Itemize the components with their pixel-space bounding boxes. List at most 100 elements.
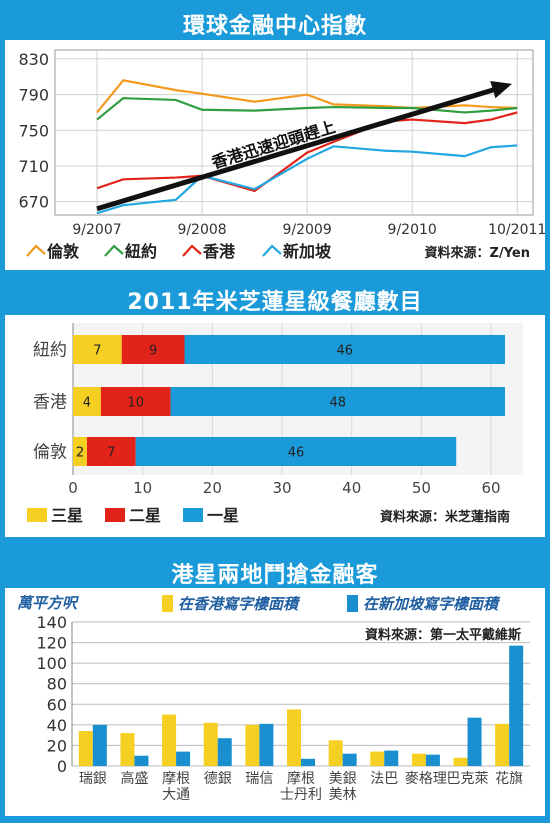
chart3-y-label: 萬平方呎: [17, 594, 79, 612]
bar-two_star: [86, 437, 136, 466]
bar-value-label: 48: [330, 396, 347, 411]
bar-bar_sg: [342, 753, 357, 766]
chart3-category-label: 瑞信: [245, 771, 273, 787]
chart1-y-tick: 710: [18, 157, 49, 176]
chart1-svg: 670 710 750 790 830 9/2007 9/2008 9/2009 9/2010 1…: [18, 49, 546, 261]
chart1-trend-arrow-head: [490, 81, 512, 99]
chart3-category-label: 摩根: [162, 770, 190, 787]
bar-bar_sg: [384, 750, 399, 766]
chart1-y-tick: 790: [18, 86, 49, 105]
bar-bar_sg: [301, 758, 315, 766]
legend-swatch-one_star: [183, 508, 203, 522]
bar-bar_sg: [259, 723, 274, 766]
bar-value-label: 46: [336, 344, 353, 359]
bar-bar_hk: [328, 740, 343, 766]
legend-swatch-singapore: [262, 244, 282, 257]
bar-value-label: 7: [93, 344, 101, 359]
series-line-newyork: [96, 97, 518, 121]
legend-swatch-bar_hk: [162, 595, 173, 612]
bar-bar_sg: [92, 724, 107, 766]
bar-bar_sg: [425, 754, 440, 766]
chart2-panel: 0 10 20 30 40 50 60 紐約 7 9 46 香港 4 10 48 倫敦 2 7 46 三星 二星 一星 資料…: [5, 315, 545, 537]
legend-label-singapore: 新加坡: [283, 242, 332, 261]
chart3-category-label: 麥格理: [405, 771, 447, 787]
chart1-plot-frame: [54, 49, 534, 216]
chart1-title: 環球金融中心指數: [182, 14, 367, 39]
bar-value-label: 9: [149, 344, 157, 359]
chart2-source: 資料來源：米芝蓮指南: [380, 509, 510, 525]
series-line-hongkong: [96, 111, 518, 193]
legend-label-hongkong: 香港: [202, 242, 236, 261]
chart3-category-label: 摩根: [287, 770, 315, 787]
chart1-x-tick: 9/2007: [72, 222, 121, 238]
bar-bar_hk: [245, 724, 260, 766]
chart3-title: 港星兩地鬥搶金融客: [171, 563, 379, 588]
legend-label-one_star: 一星: [207, 506, 239, 525]
bar-bar_sg: [134, 755, 149, 766]
legend-label-three_star: 三星: [51, 506, 83, 525]
legend-swatch-bar_sg: [347, 595, 358, 612]
chart1-trend-arrow-shaft: [96, 85, 501, 212]
bar-bar_sg: [467, 717, 482, 766]
bar-bar_sg: [176, 751, 191, 766]
bar-bar_hk: [370, 751, 385, 766]
chart1-x-tick: 9/2008: [177, 222, 226, 238]
legend-label-newyork: 紐約: [125, 242, 157, 261]
chart3-y-tick: 60: [47, 695, 67, 714]
chart2-x-tick: 20: [203, 479, 222, 497]
chart2-category-label: 香港: [33, 393, 67, 413]
chart2-x-tick: 40: [342, 479, 361, 497]
chart3-category-label: 花旗: [495, 771, 523, 787]
legend-swatch-newyork: [104, 244, 124, 257]
chart2-x-tick: 50: [412, 479, 431, 497]
chart1-source: 資料來源：Z/Yen: [425, 245, 530, 261]
bar-bar_hk: [120, 733, 135, 766]
bar-three_star: [73, 335, 122, 364]
chart3-y-tick: 80: [47, 675, 67, 694]
bar-one_star: [135, 437, 457, 466]
bar-value-label: 46: [288, 446, 305, 461]
chart3-y-tick: 100: [36, 654, 67, 673]
legend-swatch-hongkong: [182, 244, 202, 257]
legend-swatch-three_star: [27, 508, 47, 522]
bar-two_star: [121, 335, 185, 364]
chart3-panel: 萬平方呎 在香港寫字樓面積 在新加坡寫字樓面積 資料來源：第一太平戴維斯 0 20 40 60…: [5, 588, 545, 816]
chart3-category-label: 士丹利: [280, 787, 322, 803]
chart2-svg: 0 10 20 30 40 50 60 紐約 7 9 46 香港 4 10 48 倫敦 2 7 46 三星 二星 一星 資料…: [27, 323, 523, 525]
chart1-x-tick: 10/2011: [488, 222, 545, 238]
bar-bar_sg: [217, 738, 232, 766]
chart1-y-tick: 670: [18, 193, 49, 212]
series-line-singapore: [96, 144, 518, 215]
bar-two_star: [100, 387, 171, 416]
bar-bar_sg: [509, 645, 524, 766]
bar-value-label: 7: [107, 446, 115, 461]
chart1-x-tick: 9/2010: [388, 222, 437, 238]
bar-one_star: [184, 335, 505, 364]
bar-bar_hk: [203, 722, 218, 766]
chart3-y-tick: 120: [36, 634, 67, 653]
chart3-category-label: 德銀: [204, 771, 232, 787]
bar-value-label: 2: [76, 446, 84, 461]
chart2-category-label: 紐約: [33, 341, 67, 361]
chart2-title: 2011年米芝蓮星級餐廳數目: [127, 290, 423, 315]
chart1-y-tick: 750: [18, 121, 49, 140]
chart2-x-tick: 10: [133, 479, 152, 497]
chart3-y-tick: 0: [57, 757, 67, 776]
bar-value-label: 10: [127, 396, 144, 411]
chart3-y-tick: 40: [47, 716, 67, 735]
bar-bar_hk: [287, 709, 301, 766]
chart3-category-label: 巴克萊: [447, 771, 489, 787]
legend-swatch-two_star: [105, 508, 125, 522]
bar-three_star: [73, 387, 101, 416]
legend-label-two_star: 二星: [129, 506, 161, 525]
bar-one_star: [170, 387, 505, 416]
chart3-y-tick: 20: [47, 736, 67, 755]
chart1-y-tick: 830: [18, 50, 49, 69]
bar-bar_hk: [495, 723, 510, 766]
chart2-x-tick: 60: [482, 479, 501, 497]
series-line-london: [96, 79, 518, 114]
chart1-x-tick: 9/2009: [282, 222, 331, 238]
chart1-panel: 670 710 750 790 830 9/2007 9/2008 9/2009 9/2010 1…: [5, 40, 546, 270]
bar-bar_hk: [78, 731, 93, 766]
